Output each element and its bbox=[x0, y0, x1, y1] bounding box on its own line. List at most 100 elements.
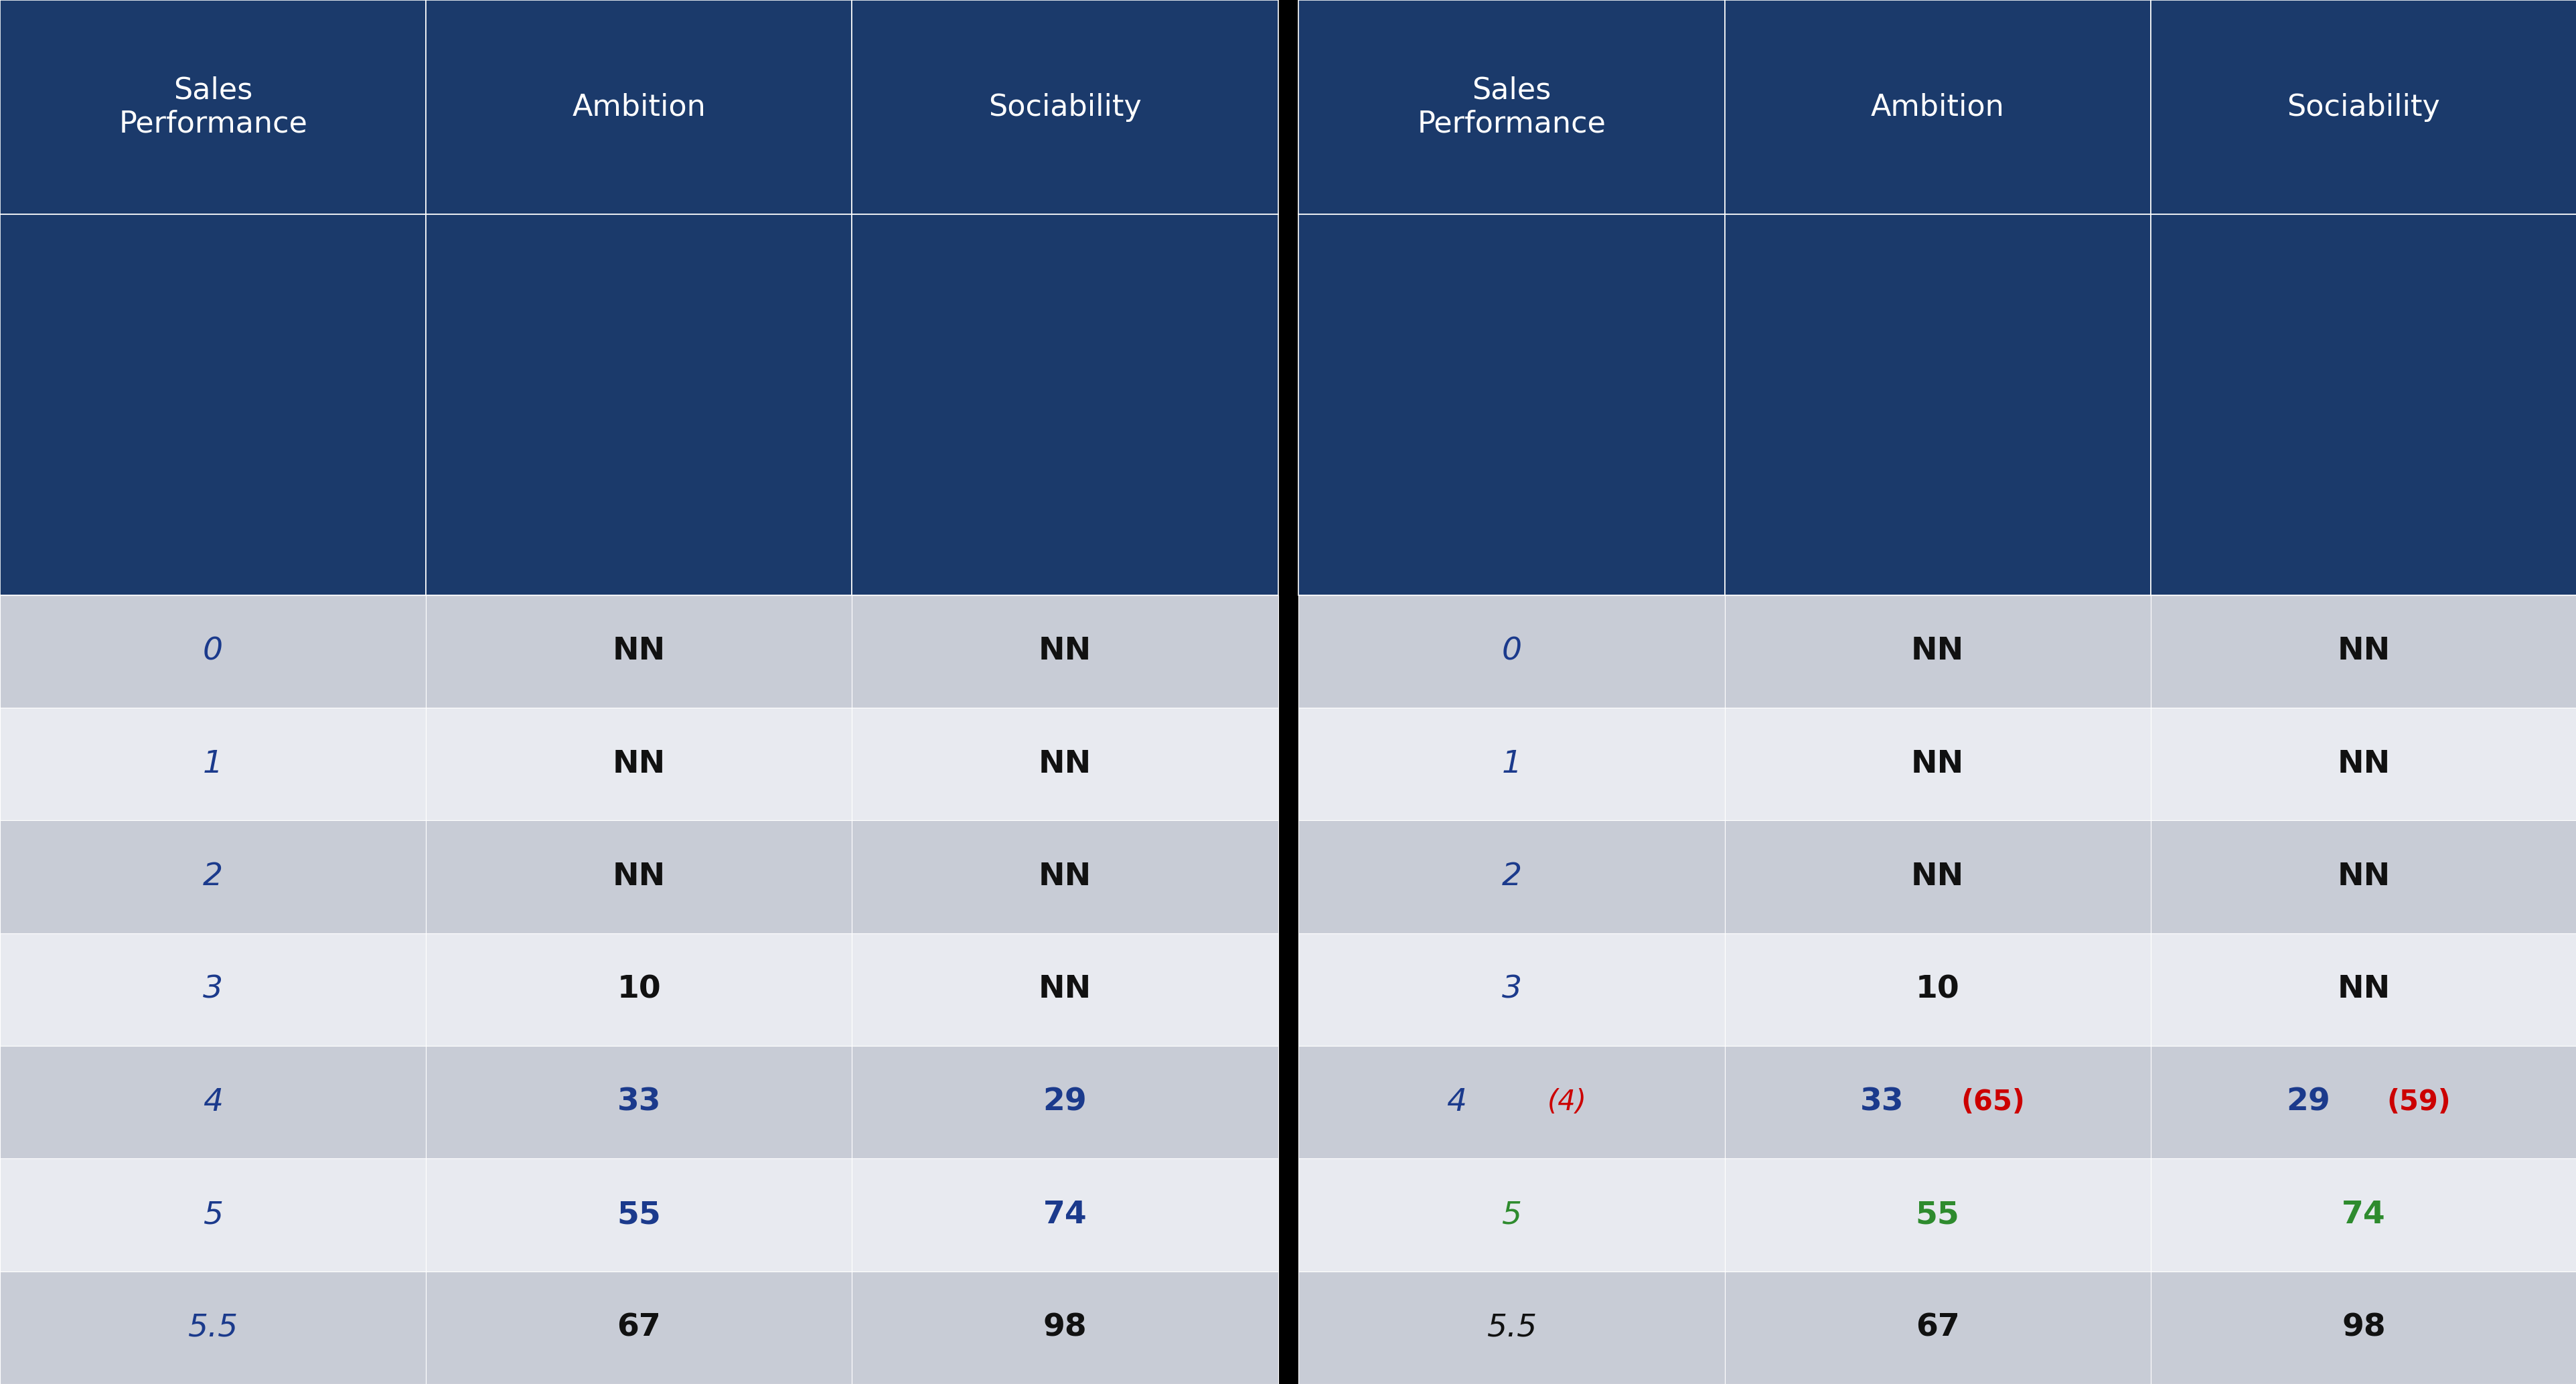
Text: NN: NN bbox=[1911, 749, 1963, 779]
Point bbox=[1128, 307, 1170, 329]
Point bbox=[1994, 365, 2035, 388]
Text: NN: NN bbox=[2336, 974, 2391, 1005]
Text: 10: 10 bbox=[1914, 974, 1960, 1005]
Text: Sociability: Sociability bbox=[2287, 93, 2439, 122]
Point bbox=[2380, 394, 2421, 417]
Text: NN: NN bbox=[1038, 974, 1092, 1005]
Point bbox=[1103, 307, 1144, 329]
Point bbox=[1994, 336, 2035, 358]
Point bbox=[966, 451, 1007, 473]
Point bbox=[2419, 336, 2460, 358]
Point bbox=[2311, 451, 2352, 473]
Text: 29: 29 bbox=[1043, 1088, 1087, 1117]
Point bbox=[2427, 307, 2468, 329]
Point bbox=[2378, 336, 2419, 358]
Point bbox=[502, 480, 544, 502]
Point bbox=[1198, 307, 1239, 329]
Point bbox=[675, 336, 716, 358]
Point bbox=[2071, 249, 2112, 271]
Point bbox=[1973, 336, 2014, 358]
Point bbox=[773, 249, 814, 271]
Point bbox=[2411, 336, 2452, 358]
Point bbox=[2439, 278, 2481, 300]
Point bbox=[1917, 365, 1958, 388]
Point bbox=[1935, 278, 1976, 300]
Text: NN: NN bbox=[2336, 749, 2391, 779]
Point bbox=[636, 336, 677, 358]
Title: NCA Plot : Sociability - Sales.performance: NCA Plot : Sociability - Sales.performan… bbox=[2293, 224, 2434, 231]
Text: 74: 74 bbox=[1043, 1200, 1087, 1230]
Text: NN: NN bbox=[613, 637, 665, 667]
Text: NN: NN bbox=[1911, 637, 1963, 667]
Point bbox=[2401, 307, 2442, 329]
Y-axis label: Sales.performance: Sales.performance bbox=[433, 381, 438, 429]
Point bbox=[1935, 394, 1976, 417]
Point bbox=[1955, 365, 1996, 388]
Point bbox=[2362, 336, 2403, 358]
Text: 5: 5 bbox=[204, 1200, 224, 1230]
Point bbox=[1236, 307, 1278, 329]
X-axis label: Ambition: Ambition bbox=[1927, 587, 1947, 592]
Y-axis label: Sales.performance: Sales.performance bbox=[2156, 381, 2164, 429]
Point bbox=[1860, 451, 1901, 473]
Point bbox=[1036, 394, 1077, 417]
Y-axis label: Sales.performance: Sales.performance bbox=[858, 381, 866, 429]
Text: 0: 0 bbox=[1502, 637, 1522, 667]
Point bbox=[1878, 394, 1919, 417]
Point bbox=[2535, 278, 2576, 300]
Text: 2: 2 bbox=[1502, 862, 1522, 891]
Text: 2: 2 bbox=[204, 862, 224, 891]
Point bbox=[562, 451, 603, 473]
Point bbox=[2450, 307, 2491, 329]
Text: NN: NN bbox=[2336, 637, 2391, 667]
Point bbox=[2342, 422, 2383, 444]
Point bbox=[1801, 480, 1842, 502]
CR-FDH bbox=[2540, 252, 2571, 268]
Point bbox=[2032, 307, 2074, 329]
Text: 4: 4 bbox=[204, 1088, 224, 1117]
Point bbox=[523, 422, 564, 444]
Point bbox=[675, 307, 716, 329]
Point bbox=[1801, 451, 1842, 473]
X-axis label: Sociability: Sociability bbox=[1051, 587, 1077, 592]
Point bbox=[1973, 307, 2014, 329]
Point bbox=[997, 480, 1038, 502]
Point bbox=[2478, 278, 2519, 300]
Point bbox=[580, 336, 621, 358]
Point bbox=[1151, 307, 1193, 329]
Point bbox=[1860, 394, 1901, 417]
Point bbox=[1955, 336, 1996, 358]
Point bbox=[2496, 249, 2537, 271]
Point bbox=[1783, 509, 1824, 531]
Point bbox=[1935, 336, 1976, 358]
Point bbox=[696, 307, 737, 329]
Point bbox=[618, 394, 659, 417]
Point bbox=[1236, 278, 1278, 300]
Text: 5: 5 bbox=[1502, 1200, 1522, 1230]
Point bbox=[1043, 365, 1084, 388]
Point bbox=[696, 336, 737, 358]
Point bbox=[580, 365, 621, 388]
Point bbox=[2032, 307, 2074, 329]
Text: NN: NN bbox=[613, 862, 665, 891]
Point bbox=[600, 336, 641, 358]
Point bbox=[2071, 307, 2112, 329]
Point bbox=[2458, 336, 2499, 358]
Point bbox=[1180, 307, 1221, 329]
Point bbox=[1141, 278, 1182, 300]
Text: 67: 67 bbox=[616, 1312, 662, 1342]
Point bbox=[523, 451, 564, 473]
Text: 33: 33 bbox=[1860, 1088, 1904, 1117]
Point bbox=[2324, 394, 2365, 417]
Point bbox=[1121, 336, 1162, 358]
Point bbox=[1043, 422, 1084, 444]
CR-FDH bbox=[2269, 425, 2300, 441]
Point bbox=[618, 365, 659, 388]
Text: NN: NN bbox=[1038, 637, 1092, 667]
Point bbox=[2012, 365, 2053, 388]
Text: NN: NN bbox=[2336, 862, 2391, 891]
Point bbox=[657, 336, 698, 358]
Point bbox=[2303, 451, 2344, 473]
CR-FDH bbox=[1242, 252, 1273, 268]
Text: Ambition: Ambition bbox=[572, 93, 706, 122]
